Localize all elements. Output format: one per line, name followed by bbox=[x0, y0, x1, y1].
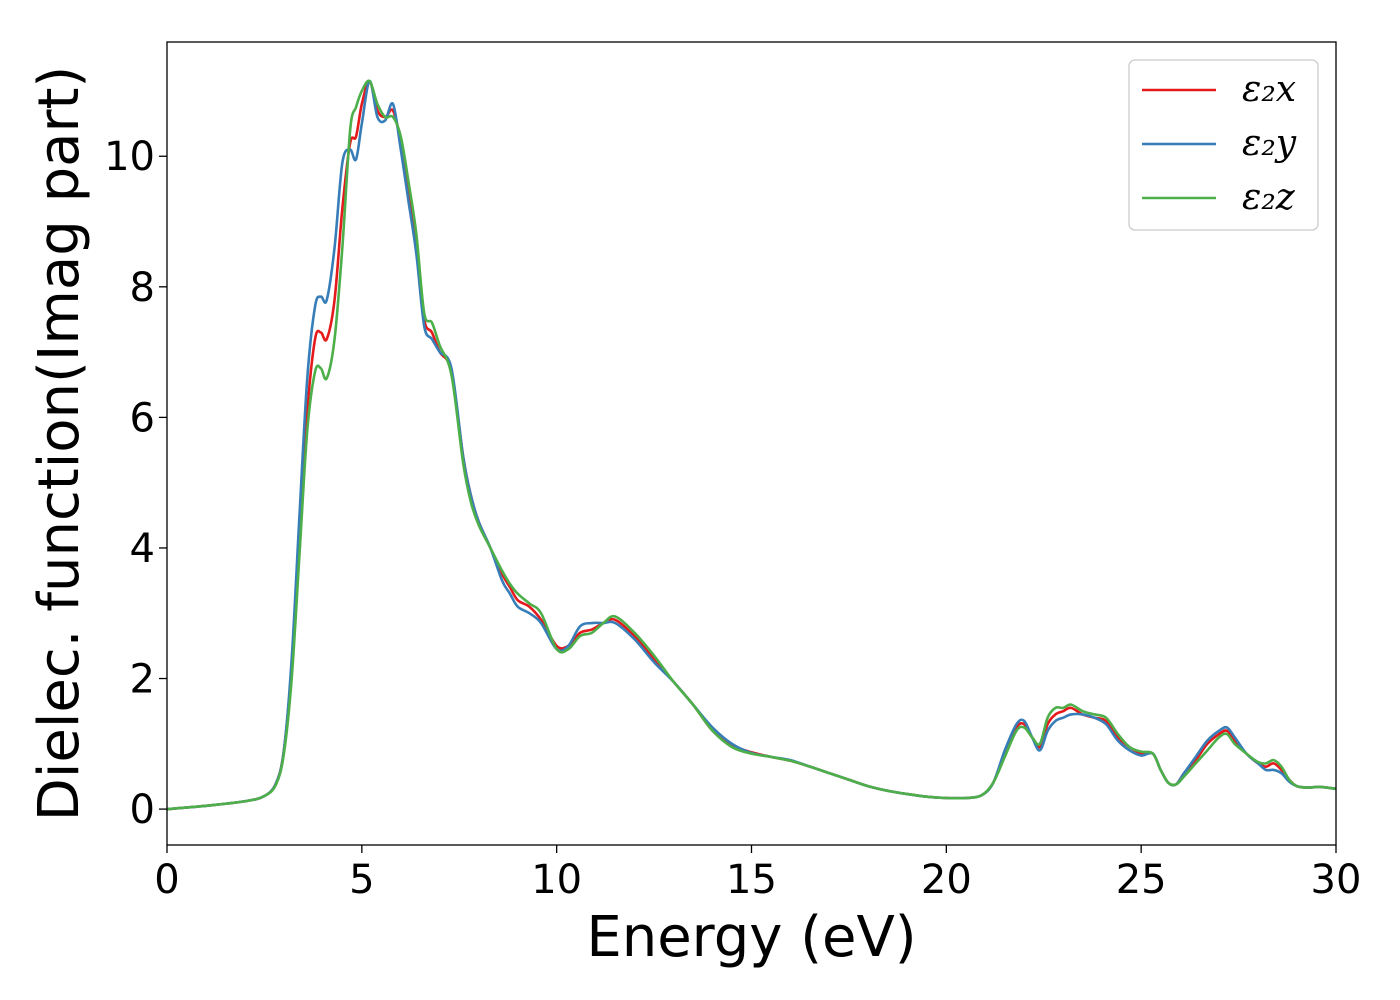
y-tick-label: 10 bbox=[104, 134, 155, 180]
legend-label: ε₂y bbox=[1242, 123, 1297, 164]
y-tick-label: 8 bbox=[130, 265, 155, 311]
x-tick-label: 25 bbox=[1116, 857, 1167, 903]
x-tick-label: 5 bbox=[349, 857, 374, 903]
x-axis-label: Energy (eV) bbox=[586, 905, 916, 970]
y-tick-label: 2 bbox=[130, 657, 155, 703]
series-layer bbox=[166, 79, 1337, 811]
x-tick-label: 30 bbox=[1311, 857, 1362, 903]
y-tick-label: 4 bbox=[130, 526, 155, 572]
legend-items: ε₂x ε₂y ε₂z bbox=[1142, 69, 1297, 218]
y-axis-ticks: 0 2 4 6 8 10 bbox=[104, 134, 167, 833]
legend: ε₂x ε₂y ε₂z bbox=[1128, 59, 1319, 231]
x-axis-ticks: 0 5 10 15 20 25 30 bbox=[154, 845, 1361, 903]
y-tick-label: 0 bbox=[130, 787, 155, 833]
series-line-3 bbox=[166, 79, 1337, 811]
legend-label: ε₂x bbox=[1242, 69, 1296, 110]
x-tick-label: 15 bbox=[726, 857, 777, 903]
x-tick-label: 0 bbox=[154, 857, 179, 903]
x-tick-label: 20 bbox=[921, 857, 972, 903]
legend-frame bbox=[1128, 59, 1319, 231]
legend-label: ε₂z bbox=[1242, 177, 1296, 218]
y-axis-label: Dielec. function(Imag part) bbox=[27, 66, 92, 822]
y-tick-label: 6 bbox=[130, 395, 155, 441]
x-tick-label: 10 bbox=[531, 857, 582, 903]
